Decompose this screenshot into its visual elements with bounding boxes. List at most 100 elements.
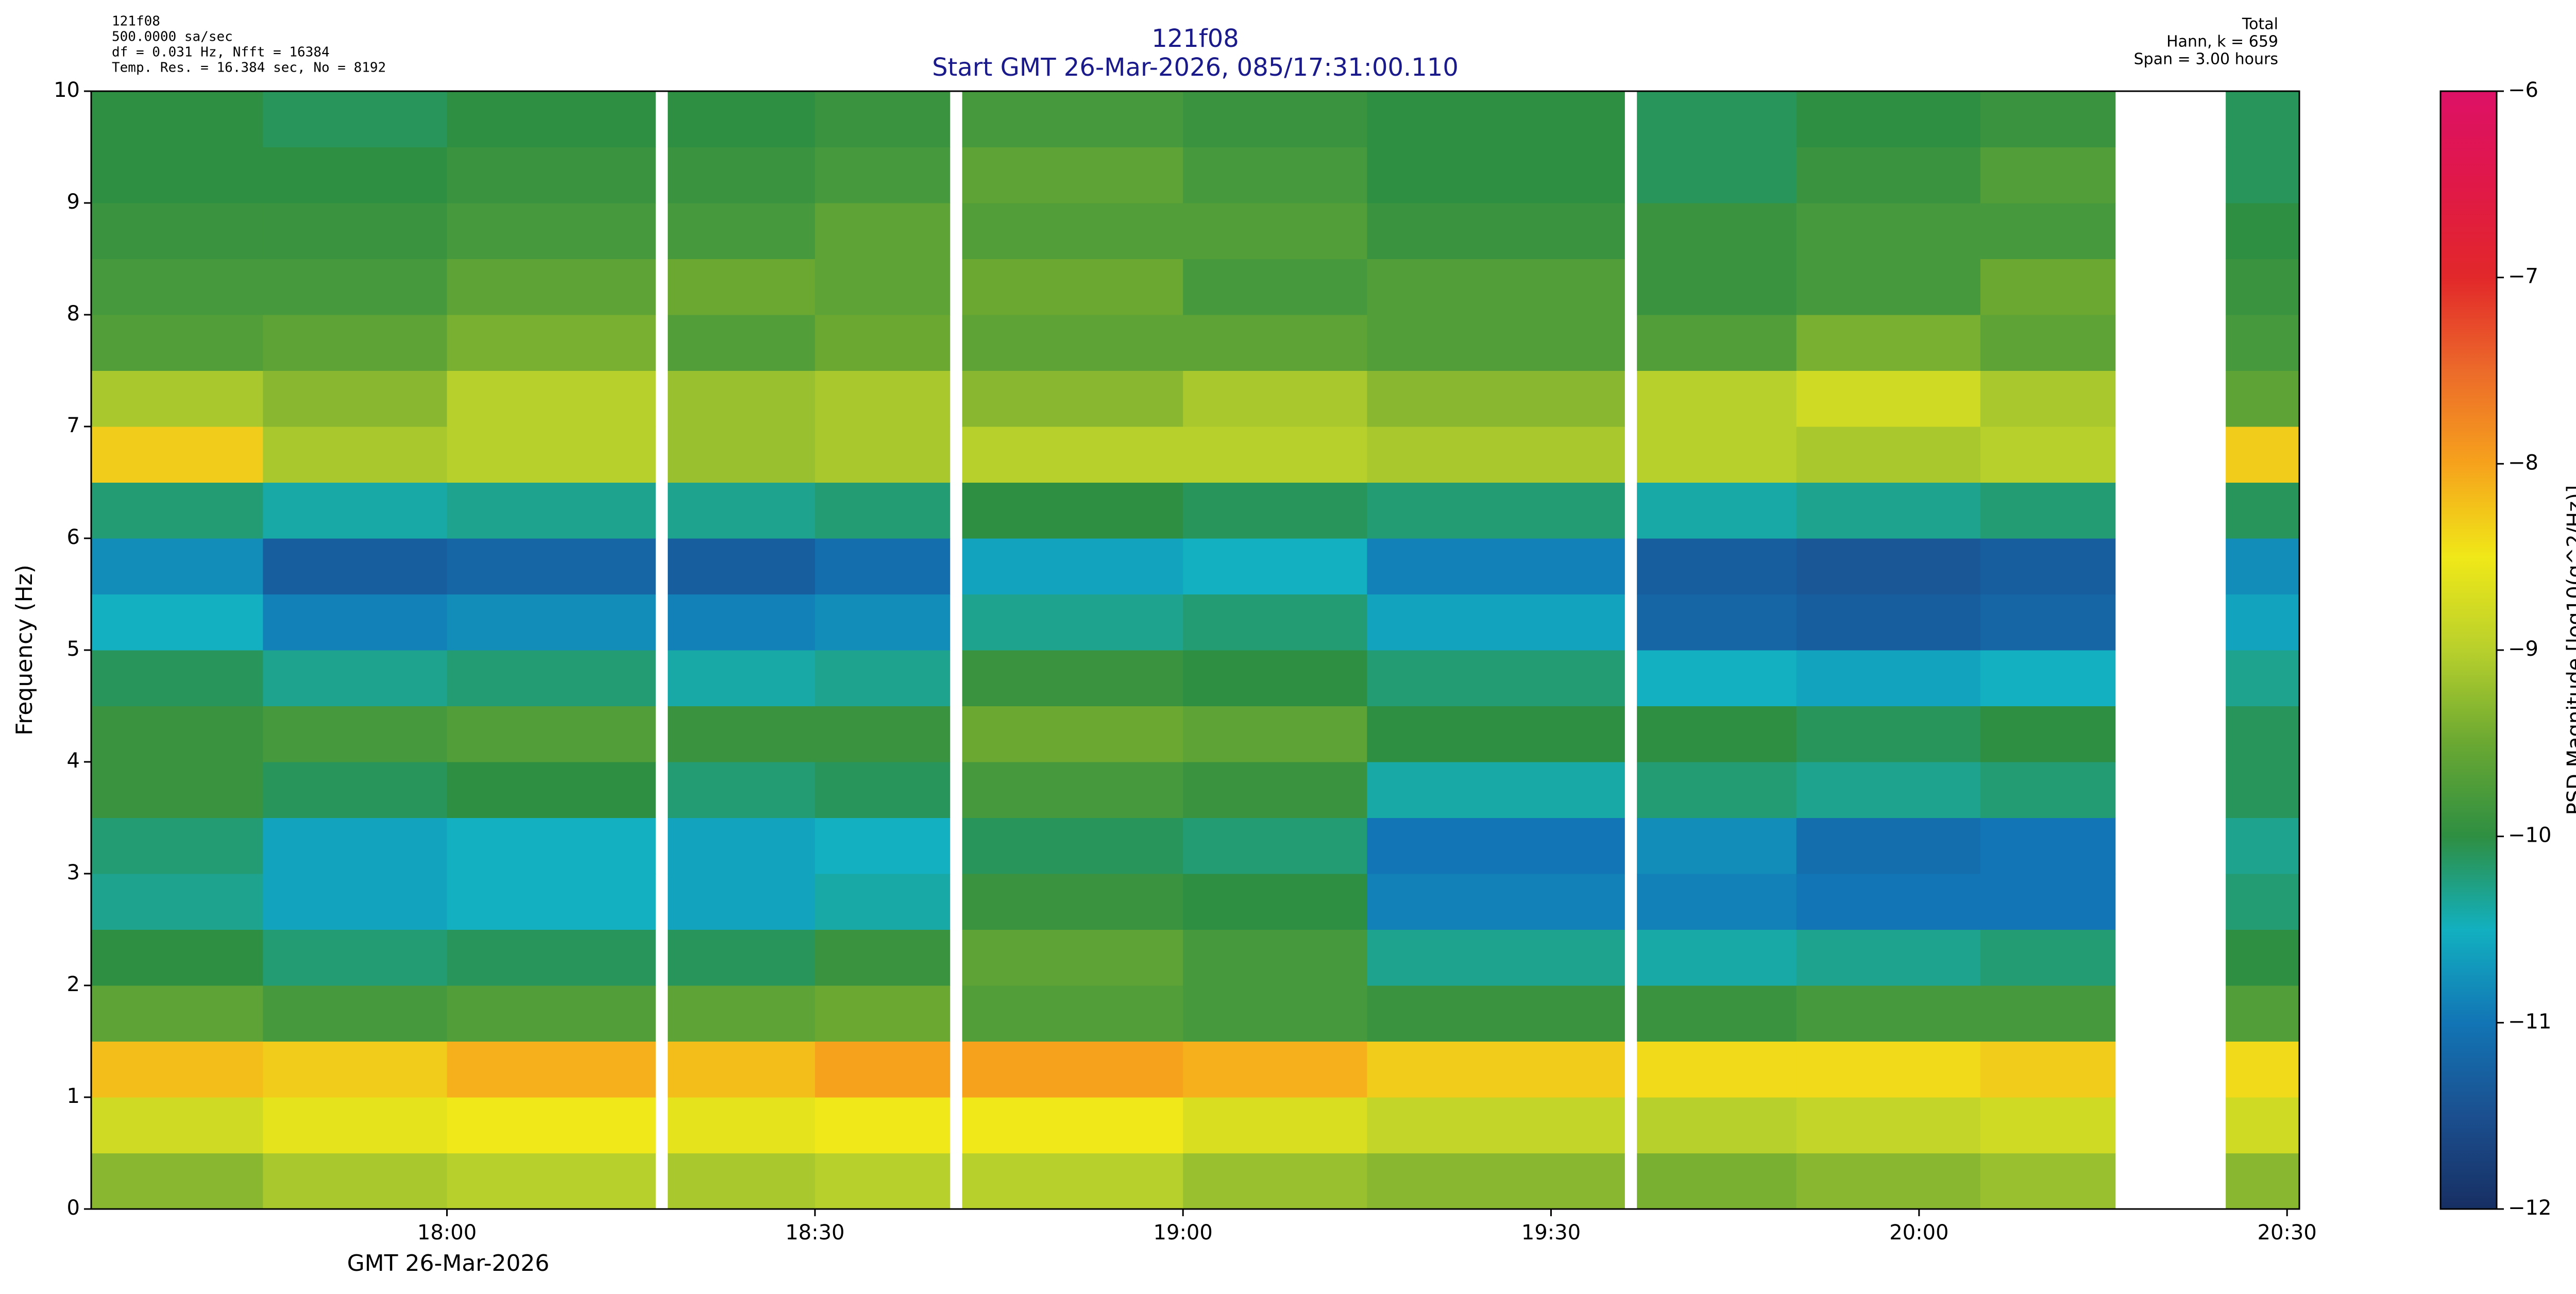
heatmap-cell (962, 259, 1183, 315)
heatmap-cell (1980, 762, 2116, 818)
heatmap-cell (668, 985, 816, 1042)
heatmap-cell (962, 482, 1183, 539)
heatmap-cell (1796, 370, 1981, 427)
heatmap-cell (1796, 874, 1981, 930)
heatmap-cell (447, 147, 656, 203)
heatmap-cell (447, 650, 656, 706)
y-tick-label: 6 (67, 525, 80, 549)
heatmap-cell (1637, 762, 1797, 818)
heatmap-cell (91, 1097, 263, 1153)
heatmap-cell (1367, 370, 1625, 427)
heatmap-cell (1367, 929, 1625, 986)
heatmap-cell (447, 315, 656, 371)
heatmap-cell (1637, 1041, 1797, 1098)
heatmap-cell (1796, 259, 1981, 315)
heatmap-cell (1637, 203, 1797, 259)
heatmap-cell (962, 1153, 1183, 1210)
heatmap-cell (668, 203, 816, 259)
heatmap-cell (815, 203, 951, 259)
heatmap-cell (1637, 91, 1797, 147)
heatmap-cell (668, 762, 816, 818)
heatmap-cell (2226, 203, 2300, 259)
heatmap-cell (91, 594, 263, 651)
heatmap-cell (962, 370, 1183, 427)
heatmap-cell (447, 370, 656, 427)
heatmap-cell (815, 818, 951, 874)
colorbar-tick-label: −6 (2508, 78, 2538, 102)
heatmap-cell (962, 818, 1183, 874)
x-tick-label: 18:00 (417, 1221, 477, 1245)
heatmap-cell (1183, 762, 1367, 818)
heatmap-cell (1637, 482, 1797, 539)
heatmap-cell (1980, 650, 2116, 706)
heatmap-cell (263, 259, 448, 315)
heatmap-cell (91, 315, 263, 371)
heatmap-cell (962, 762, 1183, 818)
heatmap-cell (962, 985, 1183, 1042)
y-axis-label: Frequency (Hz) (11, 565, 38, 736)
heatmap-cell (1637, 538, 1797, 594)
heatmap-cell (447, 985, 656, 1042)
heatmap-cell (447, 929, 656, 986)
heatmap-cell (91, 706, 263, 762)
heatmap-cell (1367, 315, 1625, 371)
heatmap-cell (447, 538, 656, 594)
heatmap-cell (668, 370, 816, 427)
heatmap-cell (263, 985, 448, 1042)
heatmap-cell (263, 650, 448, 706)
heatmap-cell (1796, 594, 1981, 651)
y-tick-label: 5 (67, 637, 80, 661)
heatmap-cell (1980, 203, 2116, 259)
heatmap-cell (1796, 1041, 1981, 1098)
heatmap-cell (668, 706, 816, 762)
heatmap-cell (1183, 1041, 1367, 1098)
heatmap-cell (1637, 1097, 1797, 1153)
heatmap-cell (1183, 203, 1367, 259)
colorbar-tick-label: −11 (2508, 1010, 2551, 1033)
heatmap-cell (91, 370, 263, 427)
y-tick-label: 3 (67, 861, 80, 884)
heatmap-cell (1183, 1153, 1367, 1210)
heatmap-cell (1183, 650, 1367, 706)
heatmap-cell (668, 1097, 816, 1153)
colorbar-tick-label: −12 (2508, 1196, 2551, 1220)
heatmap-cell (668, 259, 816, 315)
heatmap-cell (1367, 538, 1625, 594)
heatmap-cell (815, 427, 951, 483)
heatmap-cell (263, 370, 448, 427)
heatmap-cell (815, 91, 951, 147)
heatmap-cell (668, 538, 816, 594)
heatmap-cell (1796, 482, 1981, 539)
heatmap-cell (1796, 706, 1981, 762)
colorbar-tick-label: −8 (2508, 451, 2538, 474)
heatmap-cell (91, 874, 263, 930)
heatmap-cell (1183, 427, 1367, 483)
colorbar-label: PSD Magnitude [log10(g^2/Hz)] (2563, 485, 2576, 815)
heatmap-cell (1980, 538, 2116, 594)
heatmap-cell (815, 1097, 951, 1153)
heatmap-cell (1183, 370, 1367, 427)
heatmap-cell (1183, 538, 1367, 594)
heatmap-cell (1637, 147, 1797, 203)
heatmap-cell (1980, 1153, 2116, 1210)
heatmap-cell (668, 594, 816, 651)
heatmap-cell (91, 91, 263, 147)
y-tick-label: 7 (67, 414, 80, 437)
heatmap-cell (2226, 370, 2300, 427)
x-tick-label: 19:00 (1154, 1221, 1213, 1245)
heatmap-cell (263, 818, 448, 874)
heatmap-cell (1637, 370, 1797, 427)
heatmap-cell (263, 1041, 448, 1098)
heatmap-cell (1367, 874, 1625, 930)
heatmap-cell (1367, 1097, 1625, 1153)
heatmap-cell (1183, 874, 1367, 930)
x-axis-label: GMT 26-Mar-2026 (347, 1250, 550, 1276)
heatmap-cell (447, 706, 656, 762)
heatmap-cell (668, 91, 816, 147)
heatmap-cell (447, 259, 656, 315)
y-tick-label: 8 (67, 302, 80, 326)
heatmap-cell (1796, 427, 1981, 483)
y-tick-label: 4 (67, 749, 80, 773)
heatmap-cell (1796, 929, 1981, 986)
